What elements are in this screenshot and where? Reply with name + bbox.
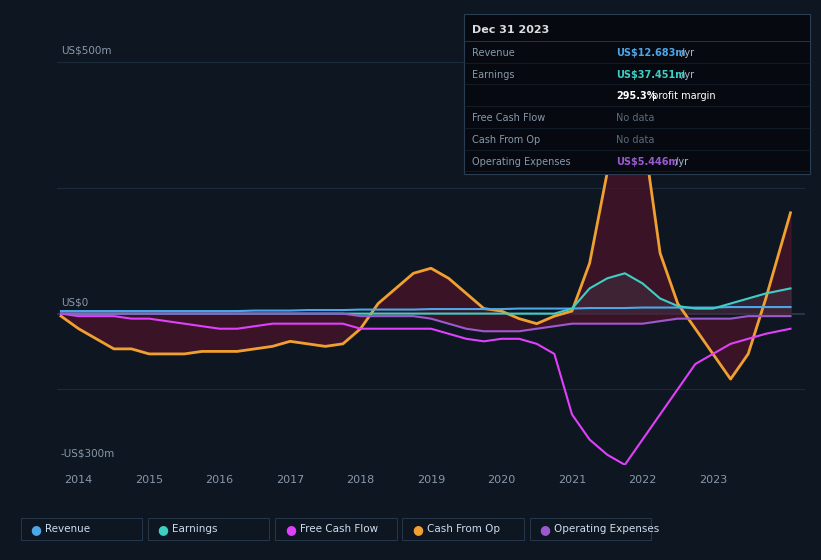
Text: US$0: US$0	[61, 297, 88, 307]
Text: Dec 31 2023: Dec 31 2023	[472, 25, 549, 35]
Text: Cash From Op: Cash From Op	[427, 524, 500, 534]
Text: Revenue: Revenue	[45, 524, 90, 534]
Text: US$37.451m: US$37.451m	[617, 69, 686, 80]
Text: Free Cash Flow: Free Cash Flow	[472, 113, 545, 123]
Text: /yr: /yr	[678, 48, 694, 58]
Text: Earnings: Earnings	[472, 69, 515, 80]
Text: /yr: /yr	[672, 157, 688, 166]
Text: No data: No data	[617, 113, 654, 123]
Text: profit margin: profit margin	[649, 91, 716, 101]
Text: /yr: /yr	[678, 69, 694, 80]
Text: US$12.683m: US$12.683m	[617, 48, 686, 58]
Text: US$5.446m: US$5.446m	[617, 157, 679, 166]
Text: 295.3%: 295.3%	[617, 91, 657, 101]
Text: Free Cash Flow: Free Cash Flow	[300, 524, 378, 534]
Text: No data: No data	[617, 135, 654, 145]
Text: ●: ●	[285, 522, 296, 536]
Text: Operating Expenses: Operating Expenses	[554, 524, 659, 534]
Text: Operating Expenses: Operating Expenses	[472, 157, 571, 166]
Text: ●: ●	[158, 522, 168, 536]
Text: Revenue: Revenue	[472, 48, 515, 58]
Text: ●: ●	[412, 522, 423, 536]
Text: US$500m: US$500m	[61, 45, 112, 55]
Text: Cash From Op: Cash From Op	[472, 135, 540, 145]
Text: ●: ●	[539, 522, 550, 536]
Text: -US$300m: -US$300m	[61, 449, 115, 459]
Text: ●: ●	[30, 522, 41, 536]
Text: Earnings: Earnings	[172, 524, 218, 534]
